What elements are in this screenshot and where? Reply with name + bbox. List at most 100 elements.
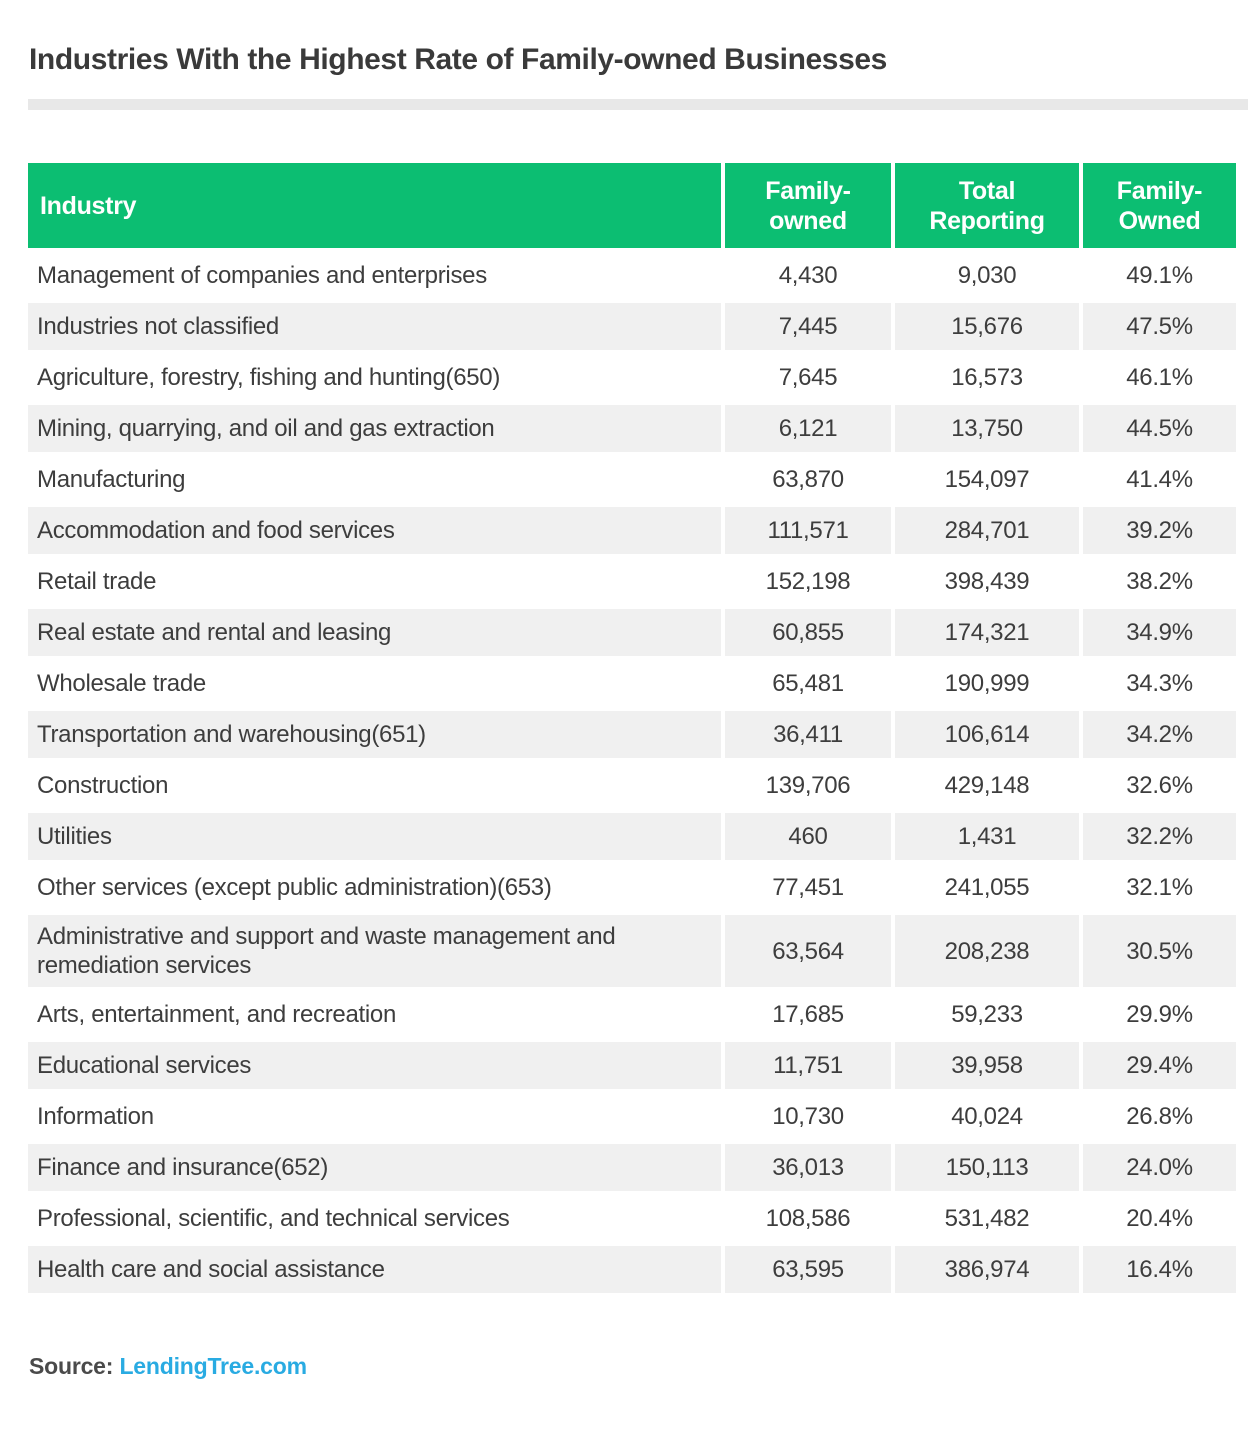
- page-title: Industries With the Highest Rate of Fami…: [29, 43, 887, 76]
- industry-cell: Agriculture, forestry, fishing and hunti…: [28, 354, 721, 401]
- total-reporting-cell: 39,958: [895, 1042, 1079, 1089]
- industry-cell: Real estate and rental and leasing: [28, 609, 721, 656]
- total-reporting-cell: 208,238: [895, 915, 1079, 987]
- family-owned-pct-cell: 32.6%: [1083, 762, 1236, 809]
- source-line: Source: LendingTree.com: [29, 1353, 1248, 1402]
- table-row: Agriculture, forestry, fishing and hunti…: [28, 354, 1236, 401]
- total-reporting-cell: 9,030: [895, 252, 1079, 299]
- table-row: Accommodation and food services 111,571 …: [28, 507, 1236, 554]
- family-owned-pct-cell: 16.4%: [1083, 1246, 1236, 1293]
- family-owned-cell: 60,855: [725, 609, 891, 656]
- header-family-owned-line2: owned: [769, 206, 847, 235]
- header-total-reporting: Total Reporting: [895, 163, 1079, 248]
- family-owned-pct-cell: 44.5%: [1083, 405, 1236, 452]
- family-owned-pct-cell: 29.4%: [1083, 1042, 1236, 1089]
- family-owned-cell: 4,430: [725, 252, 891, 299]
- table-row: Educational services 11,751 39,958 29.4%: [28, 1042, 1236, 1089]
- family-owned-pct-cell: 39.2%: [1083, 507, 1236, 554]
- family-owned-cell: 63,870: [725, 456, 891, 503]
- family-owned-cell: 108,586: [725, 1195, 891, 1242]
- family-owned-cell: 10,730: [725, 1093, 891, 1140]
- industries-table: Industry Family- owned Total Reporting F…: [28, 163, 1236, 1293]
- total-reporting-cell: 106,614: [895, 711, 1079, 758]
- industry-cell: Professional, scientific, and technical …: [28, 1195, 721, 1242]
- table-row: Construction 139,706 429,148 32.6%: [28, 762, 1236, 809]
- family-owned-cell: 111,571: [725, 507, 891, 554]
- source-label: Source:: [29, 1353, 114, 1379]
- family-owned-cell: 65,481: [725, 660, 891, 707]
- family-owned-cell: 11,751: [725, 1042, 891, 1089]
- family-owned-cell: 6,121: [725, 405, 891, 452]
- industry-cell: Utilities: [28, 813, 721, 860]
- family-owned-cell: 63,595: [725, 1246, 891, 1293]
- industry-cell: Health care and social assistance: [28, 1246, 721, 1293]
- family-owned-cell: 63,564: [725, 915, 891, 987]
- family-owned-pct-cell: 32.1%: [1083, 864, 1236, 911]
- family-owned-pct-cell: 20.4%: [1083, 1195, 1236, 1242]
- family-owned-cell: 139,706: [725, 762, 891, 809]
- table-row: Utilities 460 1,431 32.2%: [28, 813, 1236, 860]
- family-owned-pct-cell: 30.5%: [1083, 915, 1236, 987]
- total-reporting-cell: 150,113: [895, 1144, 1079, 1191]
- industry-cell: Accommodation and food services: [28, 507, 721, 554]
- family-owned-cell: 460: [725, 813, 891, 860]
- industry-cell: Construction: [28, 762, 721, 809]
- total-reporting-cell: 16,573: [895, 354, 1079, 401]
- family-owned-pct-cell: 32.2%: [1083, 813, 1236, 860]
- family-owned-cell: 36,013: [725, 1144, 891, 1191]
- header-family-owned-pct-line1: Family-: [1116, 176, 1203, 205]
- industry-cell: Management of companies and enterprises: [28, 252, 721, 299]
- total-reporting-cell: 190,999: [895, 660, 1079, 707]
- family-owned-cell: 77,451: [725, 864, 891, 911]
- total-reporting-cell: 398,439: [895, 558, 1079, 605]
- header-family-owned-line1: Family-: [765, 176, 851, 205]
- total-reporting-cell: 531,482: [895, 1195, 1079, 1242]
- total-reporting-cell: 429,148: [895, 762, 1079, 809]
- total-reporting-cell: 174,321: [895, 609, 1079, 656]
- header-industry: Industry: [28, 163, 721, 248]
- industry-cell: Administrative and support and waste man…: [28, 915, 721, 987]
- family-owned-cell: 7,645: [725, 354, 891, 401]
- total-reporting-cell: 40,024: [895, 1093, 1079, 1140]
- family-owned-pct-cell: 34.3%: [1083, 660, 1236, 707]
- family-owned-pct-cell: 49.1%: [1083, 252, 1236, 299]
- table-header-row: Industry Family- owned Total Reporting F…: [28, 163, 1236, 248]
- source-link[interactable]: LendingTree.com: [119, 1353, 307, 1379]
- table-row: Arts, entertainment, and recreation 17,6…: [28, 991, 1236, 1038]
- family-owned-pct-cell: 26.8%: [1083, 1093, 1236, 1140]
- table-row: Industries not classified 7,445 15,676 4…: [28, 303, 1236, 350]
- family-owned-pct-cell: 34.2%: [1083, 711, 1236, 758]
- family-owned-pct-cell: 47.5%: [1083, 303, 1236, 350]
- industry-cell: Retail trade: [28, 558, 721, 605]
- total-reporting-cell: 386,974: [895, 1246, 1079, 1293]
- family-owned-pct-cell: 24.0%: [1083, 1144, 1236, 1191]
- industry-cell: Educational services: [28, 1042, 721, 1089]
- table-row: Manufacturing 63,870 154,097 41.4%: [28, 456, 1236, 503]
- industry-cell: Information: [28, 1093, 721, 1140]
- family-owned-cell: 17,685: [725, 991, 891, 1038]
- industry-cell: Other services (except public administra…: [28, 864, 721, 911]
- header-total-reporting-line2: Reporting: [929, 206, 1045, 235]
- family-owned-cell: 7,445: [725, 303, 891, 350]
- total-reporting-cell: 59,233: [895, 991, 1079, 1038]
- family-owned-pct-cell: 38.2%: [1083, 558, 1236, 605]
- industry-cell: Finance and insurance(652): [28, 1144, 721, 1191]
- industry-cell: Transportation and warehousing(651): [28, 711, 721, 758]
- total-reporting-cell: 13,750: [895, 405, 1079, 452]
- total-reporting-cell: 154,097: [895, 456, 1079, 503]
- table-row: Mining, quarrying, and oil and gas extra…: [28, 405, 1236, 452]
- table-row: Finance and insurance(652) 36,013 150,11…: [28, 1144, 1236, 1191]
- header-total-reporting-line1: Total: [958, 176, 1016, 205]
- family-owned-pct-cell: 34.9%: [1083, 609, 1236, 656]
- industry-cell: Mining, quarrying, and oil and gas extra…: [28, 405, 721, 452]
- family-owned-pct-cell: 29.9%: [1083, 991, 1236, 1038]
- header-family-owned: Family- owned: [725, 163, 891, 248]
- table-row: Information 10,730 40,024 26.8%: [28, 1093, 1236, 1140]
- family-owned-pct-cell: 41.4%: [1083, 456, 1236, 503]
- table-row: Other services (except public administra…: [28, 864, 1236, 911]
- industry-cell: Manufacturing: [28, 456, 721, 503]
- total-reporting-cell: 241,055: [895, 864, 1079, 911]
- table-row: Retail trade 152,198 398,439 38.2%: [28, 558, 1236, 605]
- family-owned-cell: 152,198: [725, 558, 891, 605]
- table-row: Real estate and rental and leasing 60,85…: [28, 609, 1236, 656]
